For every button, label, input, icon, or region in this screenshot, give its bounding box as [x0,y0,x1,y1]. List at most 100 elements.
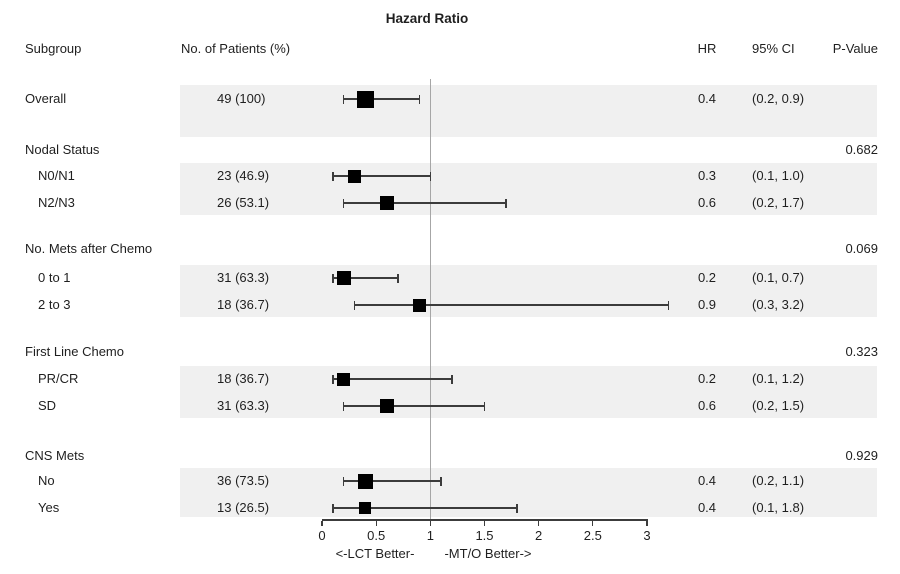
ci-cap-left [342,476,345,486]
x-axis-tick [375,520,377,526]
hr-value: 0.6 [697,195,717,210]
x-axis-tick-label: 3 [643,528,651,543]
x-axis-tick-label: 2 [535,528,543,543]
patients-value: 13 (26.5) [217,500,270,515]
section-pvalue: 0.069 [845,241,878,256]
ci-line [343,405,485,407]
hr-marker [356,90,374,108]
x-axis-tick [483,520,486,526]
row-label: PR/CR [38,371,79,386]
ci-cap-right [483,401,486,411]
section-pvalue: 0.323 [845,344,878,359]
x-axis-tick-label: 0 [318,528,326,543]
hr-value: 0.2 [697,270,717,285]
patients-value: 26 (53.1) [217,195,270,210]
section-band [180,366,877,418]
patients-value: 49 (100) [217,91,266,106]
ci-cap-right [440,476,442,486]
ci-cap-right [429,171,432,181]
ci-value: (0.2, 1.1) [752,473,805,488]
ci-line [343,202,507,204]
ci-line [343,480,442,482]
x-axis-tick [538,520,540,526]
hr-marker [337,372,351,386]
x-axis-tick [646,520,648,526]
row-label: 2 to 3 [38,297,71,312]
hr-marker [336,271,351,285]
row-label: N2/N3 [38,195,75,210]
hr-value: 0.4 [697,500,717,515]
section-band [180,163,877,215]
ci-line [343,98,420,100]
section-header-label: No. Mets after Chemo [25,241,153,256]
ci-cap-left [353,300,356,310]
section-header-label: Nodal Status [25,142,100,157]
ci-cap-left [342,94,345,104]
ci-value: (0.3, 3.2) [752,297,805,312]
hr-marker [347,169,361,183]
section-pvalue: 0.682 [845,142,878,157]
hr-marker [379,399,394,413]
ci-cap-left [342,401,345,411]
ci-value: (0.1, 1.2) [752,371,805,386]
ci-cap-left [332,503,334,513]
x-axis-tick [429,520,431,526]
ci-line [332,277,398,279]
row-label: Yes [38,500,60,515]
x-axis-tick-label: 1.5 [475,528,494,543]
hr-value: 0.4 [697,473,717,488]
hr-marker [412,298,426,312]
ci-value: (0.1, 1.0) [752,168,805,183]
ci-cap-right [505,198,507,208]
column-header-subgroup: Subgroup [25,41,82,56]
row-label: Overall [25,91,67,106]
row-label: N0/N1 [38,168,75,183]
section-band [180,85,877,137]
ci-value: (0.2, 0.9) [752,91,805,106]
chart-title: Hazard Ratio [385,11,469,26]
column-header-pvalue: P-Value [832,41,878,56]
hr-marker [359,502,372,514]
ci-cap-right [418,94,421,104]
ci-cap-right [667,300,670,310]
x-axis-label-left: <-LCT Better- [335,546,415,561]
hr-marker [379,196,394,210]
ci-cap-right [397,273,399,283]
ci-cap-left [332,171,334,181]
x-axis-tick [321,520,323,526]
x-axis-tick [592,520,594,526]
reference-line [429,79,432,520]
x-axis-label-right: -MT/O Better-> [444,546,532,561]
ci-line [332,175,431,177]
row-label: SD [38,398,57,413]
x-axis-tick-label: 1 [426,528,434,543]
ci-cap-left [332,273,334,283]
x-axis-tick-label: 0.5 [367,528,386,543]
hr-value: 0.2 [697,371,717,386]
ci-value: (0.2, 1.5) [752,398,805,413]
x-axis-line [322,519,648,521]
ci-cap-left [342,198,345,208]
ci-cap-left [332,374,334,384]
patients-value: 31 (63.3) [217,398,270,413]
patients-value: 18 (36.7) [217,371,270,386]
ci-line [354,304,669,306]
column-header-ci: 95% CI [752,41,795,56]
ci-line [332,507,517,509]
patients-value: 18 (36.7) [217,297,270,312]
section-band [180,468,877,517]
ci-cap-right [516,503,518,513]
column-header-patients: No. of Patients (%) [181,41,291,56]
patients-value: 23 (46.9) [217,168,270,183]
row-label: No [38,473,55,488]
x-axis-tick-label: 2.5 [583,528,602,543]
ci-value: (0.1, 1.8) [752,500,805,515]
section-pvalue: 0.929 [845,448,878,463]
section-band [180,265,877,317]
column-header-hr: HR [697,41,717,56]
section-header-label: First Line Chemo [25,344,124,359]
ci-value: (0.2, 1.7) [752,195,805,210]
